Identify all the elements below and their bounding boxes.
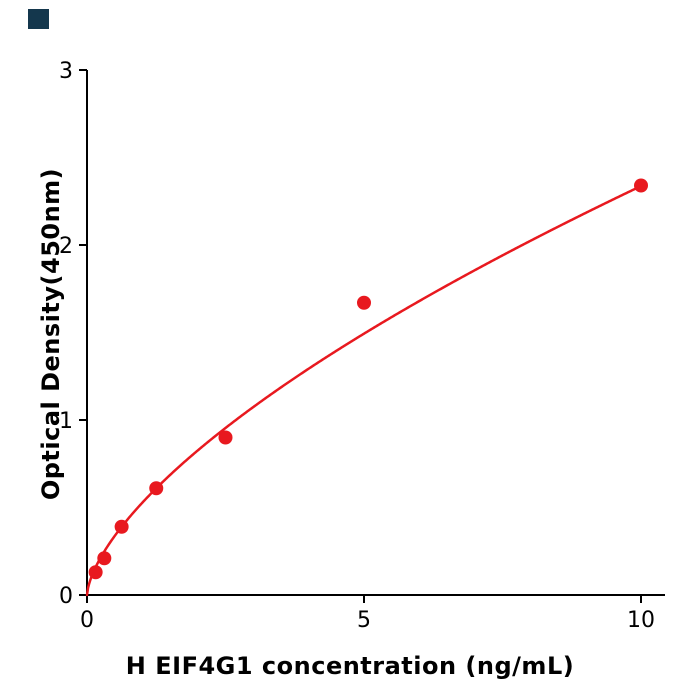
x-axis-title: H EIF4G1 concentration (ng/mL) [125,652,575,680]
x-tick-label: 10 [627,608,655,633]
y-tick-label: 3 [59,59,73,84]
data-point [88,565,103,580]
data-point [97,551,112,566]
data-point [218,430,233,445]
data-point [357,295,371,310]
y-tick-label: 1 [59,409,73,434]
data-point [114,519,129,534]
data-point [634,178,648,193]
y-tick-label: 2 [59,234,73,259]
x-tick-label: 5 [357,608,371,633]
data-point [149,481,164,496]
fit-curve [85,184,643,597]
y-axis-title: Optical Density(450nm) [37,167,65,501]
x-tick-label: 0 [80,608,94,633]
y-tick-label: 0 [59,584,73,609]
corner-mark [28,9,49,29]
